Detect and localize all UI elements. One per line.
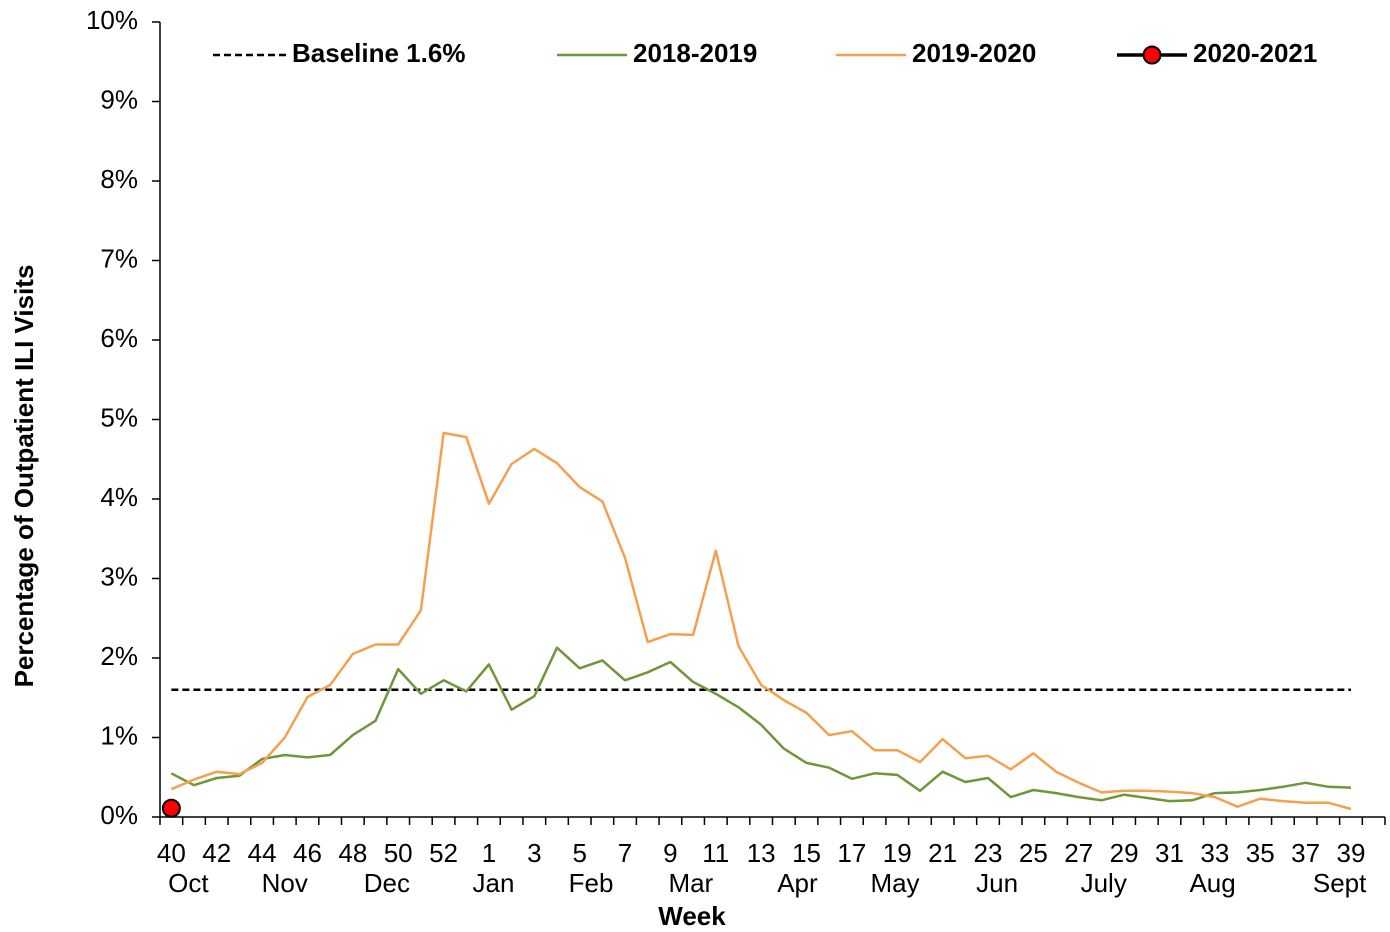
x-tick-label: 39 <box>1337 838 1366 868</box>
x-tick-label: 5 <box>572 838 586 868</box>
x-tick-label: 33 <box>1200 838 1229 868</box>
x-tick-label: 46 <box>293 838 322 868</box>
y-tick-label: 3% <box>100 561 138 591</box>
y-tick-label: 5% <box>100 402 138 432</box>
month-label: Jun <box>976 868 1018 898</box>
y-tick-label: 1% <box>100 720 138 750</box>
x-tick-label: 13 <box>747 838 776 868</box>
month-label: Oct <box>168 868 209 898</box>
x-tick-label: 37 <box>1291 838 1320 868</box>
y-tick-label: 6% <box>100 323 138 353</box>
x-tick-label: 3 <box>527 838 541 868</box>
x-tick-label: 21 <box>928 838 957 868</box>
y-tick-label: 7% <box>100 243 138 273</box>
y-axis-label: Percentage of Outpatient ILI Visits <box>9 265 39 688</box>
month-label: Dec <box>364 868 410 898</box>
month-label: July <box>1081 868 1127 898</box>
x-tick-label: 29 <box>1110 838 1139 868</box>
month-label: Feb <box>569 868 614 898</box>
x-tick-label: 1 <box>482 838 496 868</box>
x-tick-label: 27 <box>1064 838 1093 868</box>
month-label: Apr <box>777 868 818 898</box>
y-tick-label: 8% <box>100 164 138 194</box>
series-line <box>170 646 1352 803</box>
x-tick-label: 31 <box>1155 838 1184 868</box>
month-label: Nov <box>262 868 308 898</box>
x-tick-label: 7 <box>618 838 632 868</box>
y-tick-label: 4% <box>100 482 138 512</box>
series-line <box>170 431 1352 811</box>
x-tick-label: 48 <box>338 838 367 868</box>
legend-label: 2020-2021 <box>1193 38 1317 68</box>
y-tick-label: 2% <box>100 641 138 671</box>
x-tick-label: 17 <box>837 838 866 868</box>
x-tick-label: 52 <box>429 838 458 868</box>
legend-label: 2018-2019 <box>633 38 757 68</box>
x-tick-label: 25 <box>1019 838 1048 868</box>
x-tick-label: 11 <box>702 838 729 868</box>
x-tick-label: 19 <box>883 838 912 868</box>
x-tick-label: 44 <box>248 838 277 868</box>
month-label: May <box>870 868 919 898</box>
x-tick-label: 15 <box>792 838 821 868</box>
y-tick-label: 10% <box>86 5 138 35</box>
x-tick-label: 23 <box>974 838 1003 868</box>
legend-label: Baseline 1.6% <box>292 38 465 68</box>
x-tick-label: 9 <box>663 838 677 868</box>
month-label: Aug <box>1189 868 1235 898</box>
x-tick-label: 42 <box>202 838 231 868</box>
month-label: Mar <box>668 868 713 898</box>
month-label: Sept <box>1313 868 1367 898</box>
y-tick-label: 9% <box>100 84 138 114</box>
x-tick-label: 40 <box>157 838 186 868</box>
x-tick-label: 50 <box>384 838 413 868</box>
x-tick-label: 35 <box>1246 838 1275 868</box>
y-tick-label: 0% <box>100 800 138 830</box>
month-label: Jan <box>473 868 515 898</box>
x-axis-label: Week <box>658 901 726 931</box>
series-marker <box>161 798 181 818</box>
legend-marker <box>1142 45 1162 65</box>
legend-label: 2019-2020 <box>912 38 1036 68</box>
